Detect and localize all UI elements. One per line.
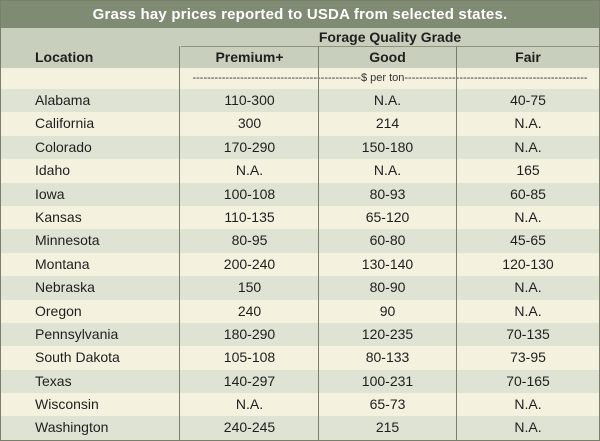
good-cell: 80-133: [365, 349, 410, 366]
fair-cell: N.A.: [514, 396, 542, 413]
table-row: Wisconsin N.A. 65-73 N.A.: [1, 393, 599, 417]
fair-cell: N.A.: [514, 115, 542, 132]
fair-cell: 120-130: [502, 255, 554, 272]
premium-cell: 180-290: [223, 325, 276, 342]
table-row: Texas 140-297 100-231 70-165: [1, 369, 599, 394]
table-row: Alabama 110-300 N.A. 40-75: [1, 89, 599, 113]
premium-cell: 110-300: [224, 92, 275, 108]
location-cell: Wisconsin: [35, 396, 99, 413]
fair-cell: 45-65: [510, 232, 546, 249]
premium-cell: 110-135: [224, 208, 275, 225]
premium-cell: 240-245: [223, 419, 276, 436]
premium-cell: 300: [237, 115, 262, 132]
premium-cell: N.A.: [235, 162, 264, 179]
fair-cell: N.A.: [514, 208, 542, 225]
good-cell: 150-180: [361, 138, 414, 155]
good-cell: 90: [379, 302, 396, 319]
location-cell: South Dakota: [35, 349, 120, 366]
location-cell: Colorado: [35, 138, 92, 155]
good-cell: 215: [375, 419, 400, 436]
good-cell: N.A.: [373, 162, 402, 179]
good-cell: 214: [375, 115, 400, 132]
grade-group-rule: [181, 46, 599, 47]
table-row: Nebraska 150 80-90 N.A.: [1, 276, 599, 300]
premium-cell: 240: [237, 302, 262, 319]
good-cell: 80-90: [369, 279, 406, 296]
location-cell: Iowa: [35, 185, 65, 202]
table-row: Idaho N.A. N.A. 165: [1, 159, 599, 183]
grade-group-header: Forage Quality Grade: [318, 29, 462, 45]
table-row: Minnesota 80-95 60-80 45-65: [1, 229, 599, 253]
fair-cell: 165: [516, 162, 540, 179]
premium-cell: 105-108: [223, 349, 276, 366]
location-cell: Washington: [35, 419, 109, 436]
column-divider: [318, 46, 319, 440]
table-row: Washington 240-245 215 N.A.: [1, 416, 599, 440]
fair-cell: 40-75: [510, 92, 546, 108]
premium-cell: N.A.: [235, 396, 264, 413]
good-column-header: Good: [369, 49, 406, 65]
table-row: Pennsylvania 180-290 120-235 70-135: [1, 322, 599, 347]
good-cell: 130-140: [361, 255, 414, 272]
location-cell: Minnesota: [35, 232, 100, 249]
fair-cell: 73-95: [510, 349, 546, 366]
good-cell: 65-120: [365, 208, 410, 225]
table-row: Iowa 100-108 80-93 60-85: [1, 182, 599, 206]
premium-cell: 100-108: [223, 185, 276, 202]
column-divider: [456, 46, 457, 440]
table-body: Alabama 110-300 N.A. 40-75 California 300 214 N…: [1, 89, 599, 440]
premium-cell: 80-95: [231, 232, 268, 249]
table-title: Grass hay prices reported to USDA from s…: [1, 1, 599, 28]
location-cell: Pennsylvania: [35, 325, 119, 342]
table-row: California 300 214 N.A.: [1, 112, 599, 136]
location-cell: Kansas: [35, 208, 82, 225]
premium-cell: 200-240: [223, 255, 276, 272]
table-row: Colorado 170-290 150-180 N.A.: [1, 135, 599, 160]
fair-cell: N.A.: [514, 279, 542, 296]
good-cell: 65-73: [369, 396, 406, 413]
premium-column-header: Premium+: [215, 49, 284, 65]
fair-column-header: Fair: [515, 49, 541, 65]
location-cell: Montana: [35, 255, 90, 272]
location-cell: Oregon: [35, 302, 82, 319]
premium-cell: 150: [237, 279, 262, 296]
good-cell: 80-93: [369, 185, 406, 202]
location-cell: California: [35, 115, 95, 132]
fair-cell: 70-165: [506, 372, 550, 389]
units-row: ----------------------------------------…: [1, 68, 599, 89]
table-header: Forage Quality Grade Location Premium+ G…: [1, 28, 599, 68]
table-row: Montana 200-240 130-140 120-130: [1, 252, 599, 277]
premium-cell: 140-297: [223, 372, 276, 389]
fair-cell: 70-135: [506, 325, 550, 342]
good-cell: 60-80: [369, 232, 406, 249]
location-cell: Idaho: [35, 162, 71, 179]
units-label: ----------------------------------------…: [192, 72, 588, 84]
column-divider: [179, 46, 180, 440]
fair-cell: N.A.: [514, 302, 542, 319]
table-row: Oregon 240 90 N.A.: [1, 299, 599, 323]
good-cell: N.A.: [373, 92, 402, 108]
location-cell: Texas: [35, 372, 72, 389]
good-cell: 100-231: [361, 372, 414, 389]
table-row: South Dakota 105-108 80-133 73-95: [1, 346, 599, 370]
fair-cell: N.A.: [514, 419, 542, 436]
premium-cell: 170-290: [223, 138, 276, 155]
location-cell: Nebraska: [35, 279, 95, 296]
location-column-header: Location: [35, 49, 94, 65]
good-cell: 120-235: [361, 325, 414, 342]
fair-cell: 60-85: [510, 185, 546, 202]
fair-cell: N.A.: [514, 138, 542, 155]
table-row: Kansas 110-135 65-120 N.A.: [1, 205, 599, 230]
location-cell: Alabama: [35, 92, 91, 108]
